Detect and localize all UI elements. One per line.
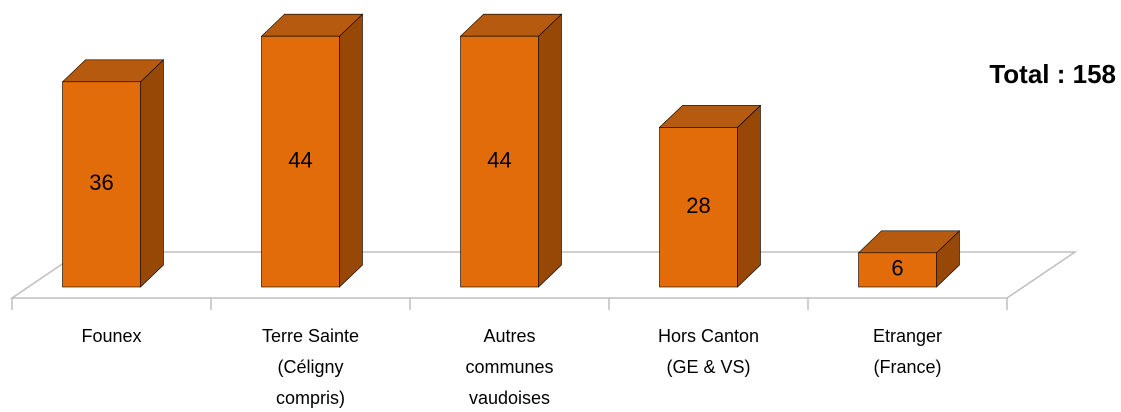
x-tick-label: Terre Sainte: [262, 326, 359, 346]
total-annotation: Total : 158: [989, 59, 1116, 89]
bar-side: [538, 13, 562, 288]
bar: [62, 81, 141, 288]
value-label: 44: [288, 147, 312, 172]
value-label: 44: [487, 147, 511, 172]
bar: [460, 35, 539, 288]
x-tick-label: compris): [276, 388, 345, 408]
x-tick-label: (Céligny: [277, 357, 343, 377]
bar-side: [339, 13, 363, 288]
x-tick-label: vaudoises: [469, 388, 550, 408]
bar: [659, 127, 738, 288]
x-tick-label: communes: [465, 357, 553, 377]
bar-side: [737, 104, 761, 288]
bar: [261, 35, 340, 288]
x-tick-label: (GE & VS): [666, 357, 750, 377]
value-label: 6: [891, 256, 903, 281]
x-tick-label: Etranger: [873, 326, 942, 346]
floor: [9, 251, 1078, 299]
value-label: 28: [686, 193, 710, 218]
bar: [858, 252, 937, 288]
x-tick-label: Founex: [81, 326, 141, 346]
x-tick-label: (France): [873, 357, 941, 377]
bar-side: [140, 59, 164, 288]
x-tick-label: Autres: [483, 326, 535, 346]
value-label: 36: [89, 170, 113, 195]
x-tick-label: Hors Canton: [658, 326, 759, 346]
